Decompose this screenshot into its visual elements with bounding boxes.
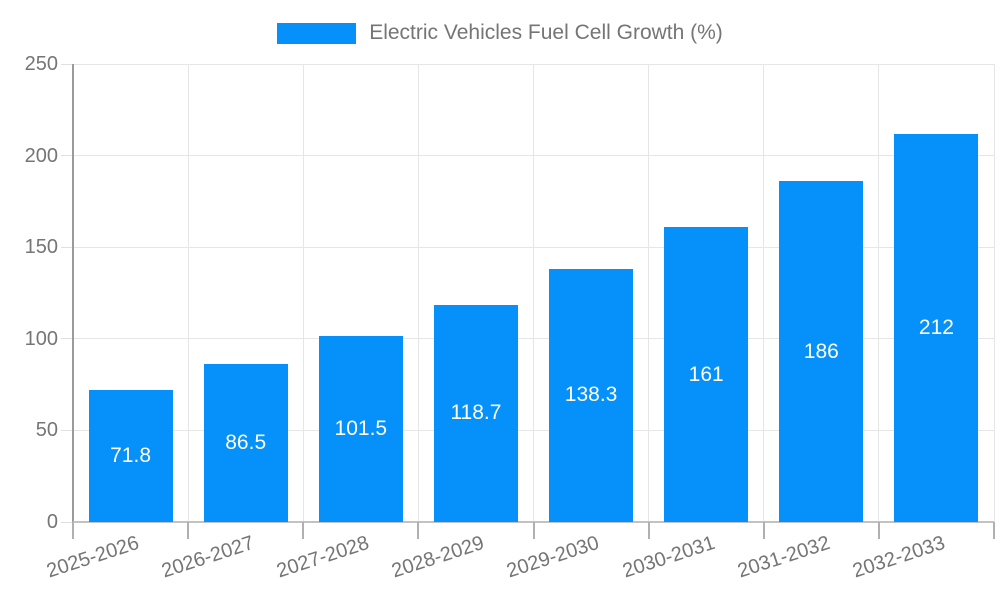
y-axis-line bbox=[72, 64, 74, 539]
x-tick-label: 2029-2030 bbox=[504, 531, 603, 583]
bar-value-label: 186 bbox=[803, 339, 839, 363]
bar[interactable]: 71.8 bbox=[88, 390, 173, 522]
bar-value-label: 101.5 bbox=[334, 417, 388, 441]
x-axis-tick bbox=[417, 522, 420, 539]
bar[interactable]: 118.7 bbox=[433, 304, 518, 522]
gridline-vertical bbox=[302, 64, 304, 522]
bar-value-label: 118.7 bbox=[450, 401, 502, 425]
y-axis-tick bbox=[61, 63, 73, 65]
bar[interactable]: 212 bbox=[894, 133, 979, 522]
x-tick-label: 2032-2033 bbox=[849, 531, 948, 583]
bar[interactable]: 138.3 bbox=[549, 268, 634, 522]
x-axis-tick bbox=[993, 522, 995, 539]
y-tick-label: 50 bbox=[35, 419, 58, 442]
y-axis-tick bbox=[61, 429, 73, 431]
y-axis-tick bbox=[61, 521, 73, 523]
y-tick-label: 0 bbox=[46, 511, 58, 533]
y-axis-tick bbox=[61, 246, 73, 248]
gridline-vertical bbox=[878, 64, 880, 522]
legend-label: Electric Vehicles Fuel Cell Growth (%) bbox=[369, 21, 723, 44]
x-tick-label: 2028-2029 bbox=[389, 531, 488, 583]
y-tick-label: 100 bbox=[24, 327, 58, 350]
bar[interactable]: 86.5 bbox=[203, 363, 288, 522]
x-tick-label: 2031-2032 bbox=[734, 531, 833, 583]
gridline-vertical bbox=[533, 64, 534, 522]
bar-value-label: 138.3 bbox=[564, 383, 618, 407]
x-axis-tick bbox=[72, 522, 74, 539]
gridline-vertical bbox=[763, 64, 765, 522]
y-tick-label: 200 bbox=[24, 144, 58, 167]
bar[interactable]: 101.5 bbox=[318, 336, 403, 522]
x-axis-tick bbox=[762, 522, 765, 539]
bar[interactable]: 186 bbox=[779, 181, 864, 522]
x-tick-label: 2025-2026 bbox=[43, 531, 142, 583]
x-tick-label: 2030-2031 bbox=[619, 531, 718, 583]
chart-legend: Electric Vehicles Fuel Cell Growth (%) bbox=[0, 21, 1000, 45]
x-axis-tick bbox=[877, 522, 880, 539]
bar-value-label: 161 bbox=[688, 362, 724, 386]
x-axis-tick bbox=[532, 522, 535, 539]
x-tick-label: 2027-2028 bbox=[274, 531, 372, 583]
gridline-vertical bbox=[993, 64, 995, 522]
x-axis-tick bbox=[647, 522, 650, 539]
bar-value-label: 212 bbox=[918, 315, 954, 339]
y-axis-tick bbox=[61, 155, 73, 157]
x-tick-label: 2026-2027 bbox=[159, 531, 257, 583]
y-axis-tick bbox=[61, 338, 73, 340]
x-axis-tick bbox=[302, 522, 305, 539]
y-tick-label: 150 bbox=[24, 236, 58, 259]
y-tick-label: 250 bbox=[24, 53, 58, 75]
bar-value-label: 71.8 bbox=[110, 444, 151, 468]
x-axis-tick bbox=[187, 522, 190, 539]
bar-value-label: 86.5 bbox=[225, 430, 267, 454]
bar[interactable]: 161 bbox=[664, 227, 749, 522]
legend-swatch bbox=[277, 22, 357, 44]
gridline-vertical bbox=[187, 64, 189, 522]
gridline-vertical bbox=[648, 64, 650, 522]
gridline-vertical bbox=[417, 64, 419, 522]
